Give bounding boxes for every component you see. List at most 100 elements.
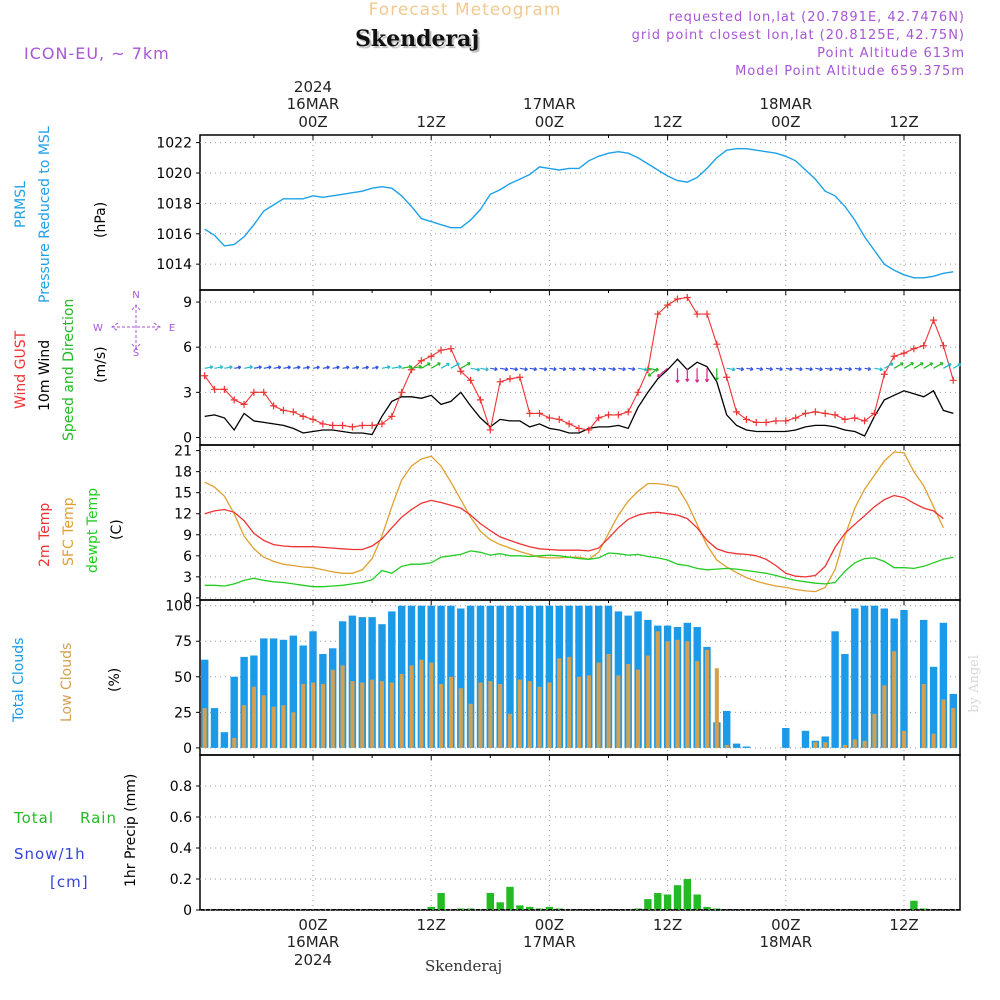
low-clouds-bar (567, 656, 572, 748)
wind-gust-marker (683, 294, 691, 302)
wind-panel: 0 3 6 9 (183, 289, 961, 446)
footer-location: Skenderaj (425, 957, 503, 975)
wind-direction-arrow (608, 367, 616, 372)
low-clouds-bar (311, 682, 316, 748)
low-clouds-bar (813, 742, 818, 748)
total-clouds-bar (880, 608, 888, 748)
rain-bar (526, 906, 534, 910)
wind-gust-marker (910, 345, 918, 353)
low-clouds-bar (488, 681, 493, 748)
wind-direction-arrow (568, 366, 576, 372)
precip-ytick-label: 0 (183, 903, 192, 919)
wind-direction-arrow (440, 362, 450, 369)
requested-coords: requested lon,lat (20.7891E, 42.7476N) (668, 10, 965, 25)
wind-direction-arrow (864, 366, 872, 372)
top-axis-hour: 12Z (653, 113, 682, 131)
wind-gust-marker (851, 414, 859, 422)
total-clouds-bar (732, 743, 741, 748)
wind-direction-arrow (559, 366, 567, 372)
compass-w: W (93, 323, 103, 334)
low-clouds-bar (951, 708, 956, 748)
wind-direction-arrow (539, 367, 548, 372)
clouds-ytick-label: 100 (165, 599, 192, 615)
wind-gust-marker (949, 376, 957, 384)
compass-arrows-icon (111, 304, 161, 350)
wind-direction-arrow (509, 367, 519, 372)
wind-frame (199, 289, 961, 446)
low-clouds-bar (478, 682, 483, 748)
wind-direction-arrow (923, 362, 934, 369)
wind-gust-marker (447, 345, 455, 353)
total-clouds-bar (860, 605, 869, 748)
wind-direction-arrow (795, 366, 803, 372)
total-clouds-bar (269, 638, 278, 748)
wind-gust-marker (398, 388, 406, 396)
wind-gust-marker (673, 295, 681, 303)
wind-speed-line (204, 358, 954, 437)
top-axis-date: 17MAR (523, 95, 576, 113)
low-clouds-bar (872, 713, 877, 748)
wind-direction-arrow (371, 365, 379, 370)
wind-gust-marker (634, 388, 642, 396)
wind-direction-arrow (685, 368, 690, 382)
wind-direction-arrow (588, 366, 597, 372)
temperature-ytick-label: 18 (174, 465, 192, 481)
wind-gust-marker (250, 388, 258, 396)
top-axis-date: 16MAR (287, 95, 340, 113)
wind-gust-marker (319, 420, 327, 428)
total-clouds-bar (516, 605, 524, 748)
low-clouds-bar (517, 679, 522, 748)
total-clouds-bar (929, 666, 938, 748)
dewpoint-line (204, 550, 954, 588)
wind-gust-line (204, 296, 954, 433)
wind-direction-arrow (381, 365, 391, 370)
wind-direction-arrow (598, 367, 607, 372)
total-clouds-bar (545, 605, 554, 748)
clouds-ytick-label: 75 (174, 634, 192, 650)
low-clouds-bar (902, 730, 907, 748)
total-clouds-bar (506, 605, 514, 748)
total-clouds-bar (526, 605, 534, 748)
top-axis-year: 2024 (294, 78, 332, 96)
wind-gust-marker (555, 415, 563, 423)
low-clouds-bar (655, 631, 660, 748)
wind-gust-marker (811, 408, 819, 416)
low-clouds-bar (645, 655, 650, 748)
wind-direction-arrow (263, 365, 272, 370)
total-clouds-bar (939, 622, 948, 748)
total-clouds-bar (476, 605, 485, 748)
pressure-ytick-label: 1016 (156, 227, 192, 243)
wind-gust-marker (880, 370, 888, 378)
wind-gust-marker (545, 414, 553, 422)
low-clouds-bar (547, 682, 552, 748)
precip-panel: 0 0.2 0.4 0.6 0.8 (170, 754, 961, 919)
low-clouds-bar (626, 664, 631, 748)
total-clouds-bar (831, 631, 839, 748)
wind-gust-marker (723, 373, 731, 381)
wind-direction-arrow (884, 362, 894, 369)
wind-gust-marker (339, 421, 347, 429)
low-clouds-bar (852, 739, 857, 748)
low-clouds-bar (261, 695, 266, 748)
wind-direction-arrow (214, 365, 224, 370)
total-clouds-bar (870, 605, 879, 748)
low-clouds-bar (301, 683, 306, 748)
wind-direction-arrow (302, 365, 310, 370)
wind-gust-marker (802, 409, 809, 417)
wind-direction-arrow (342, 365, 350, 370)
wind-gust-marker (713, 340, 721, 348)
wind-gust-marker (260, 388, 268, 396)
temperature-ytick-label: 3 (183, 570, 192, 586)
precip-total-label: Total (14, 809, 55, 827)
wind-direction-arrow (746, 366, 754, 372)
wind-direction-arrow (952, 363, 962, 369)
pressure-panel: 1014 1016 1018 1020 1022 (156, 134, 961, 291)
wind-gust-marker (821, 409, 829, 417)
low-clouds-bar (695, 661, 700, 748)
wind-direction-arrow (430, 362, 441, 369)
top-axis-hour: 00Z (535, 113, 564, 131)
wind-direction-arrow (421, 362, 431, 369)
wind-gust-marker (348, 423, 356, 431)
total-clouds-bar (535, 605, 544, 748)
grid-point-coords: grid point closest lon,lat (20.8125E, 42… (631, 28, 965, 43)
